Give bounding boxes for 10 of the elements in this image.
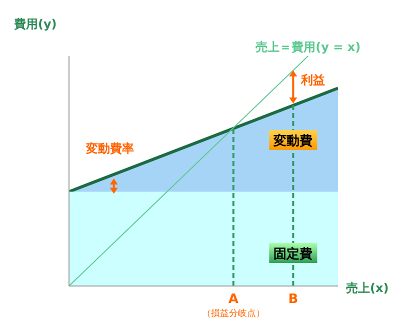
- text: （損益分岐点）: [202, 308, 265, 319]
- series-label: 固定費: [274, 246, 313, 262]
- series-label: 売上＝費用(y = x): [256, 40, 361, 54]
- annotation: 変動費率: [84, 141, 134, 156]
- series-label: 変動費: [272, 132, 313, 149]
- annotation: 利益: [300, 72, 326, 87]
- y-axis-title: 費用(y): [13, 17, 57, 31]
- x-axis-title: 売上(x): [346, 281, 389, 295]
- x-tick-label: B: [288, 292, 298, 308]
- x-tick-label: A: [228, 292, 238, 308]
